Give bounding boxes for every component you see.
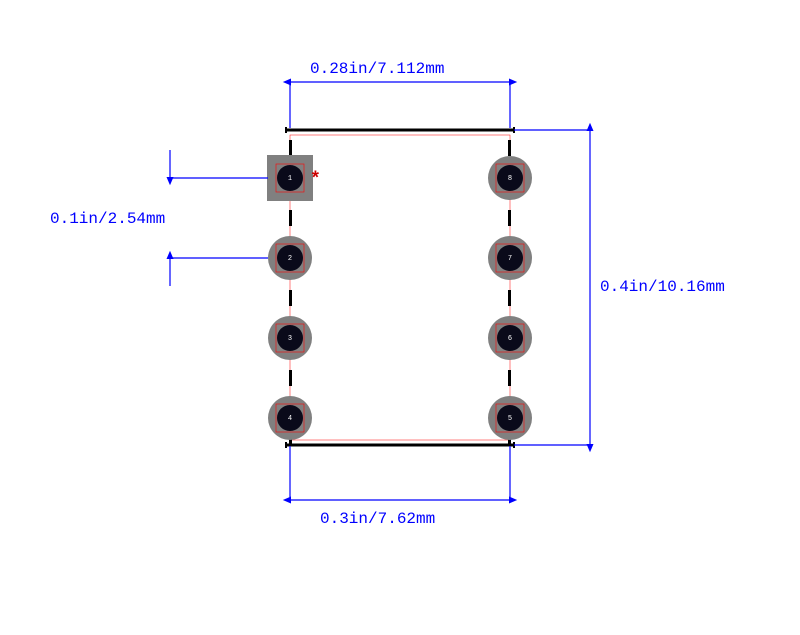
svg-text:7: 7 (508, 255, 512, 263)
dim-label-left: 0.1in/2.54mm (50, 210, 165, 228)
svg-text:2: 2 (288, 255, 292, 263)
svg-text:3: 3 (288, 335, 292, 343)
footprint-diagram: 1 * 2 3 4 8 7 6 5 (0, 0, 800, 635)
svg-text:*: * (310, 170, 321, 190)
svg-text:6: 6 (508, 335, 512, 343)
dim-label-top: 0.28in/7.112mm (310, 60, 444, 78)
dim-label-right: 0.4in/10.16mm (600, 278, 725, 296)
svg-text:5: 5 (508, 415, 512, 423)
svg-text:1: 1 (288, 175, 292, 183)
svg-text:4: 4 (288, 415, 292, 423)
dim-label-bottom: 0.3in/7.62mm (320, 510, 435, 528)
svg-text:8: 8 (508, 175, 512, 183)
